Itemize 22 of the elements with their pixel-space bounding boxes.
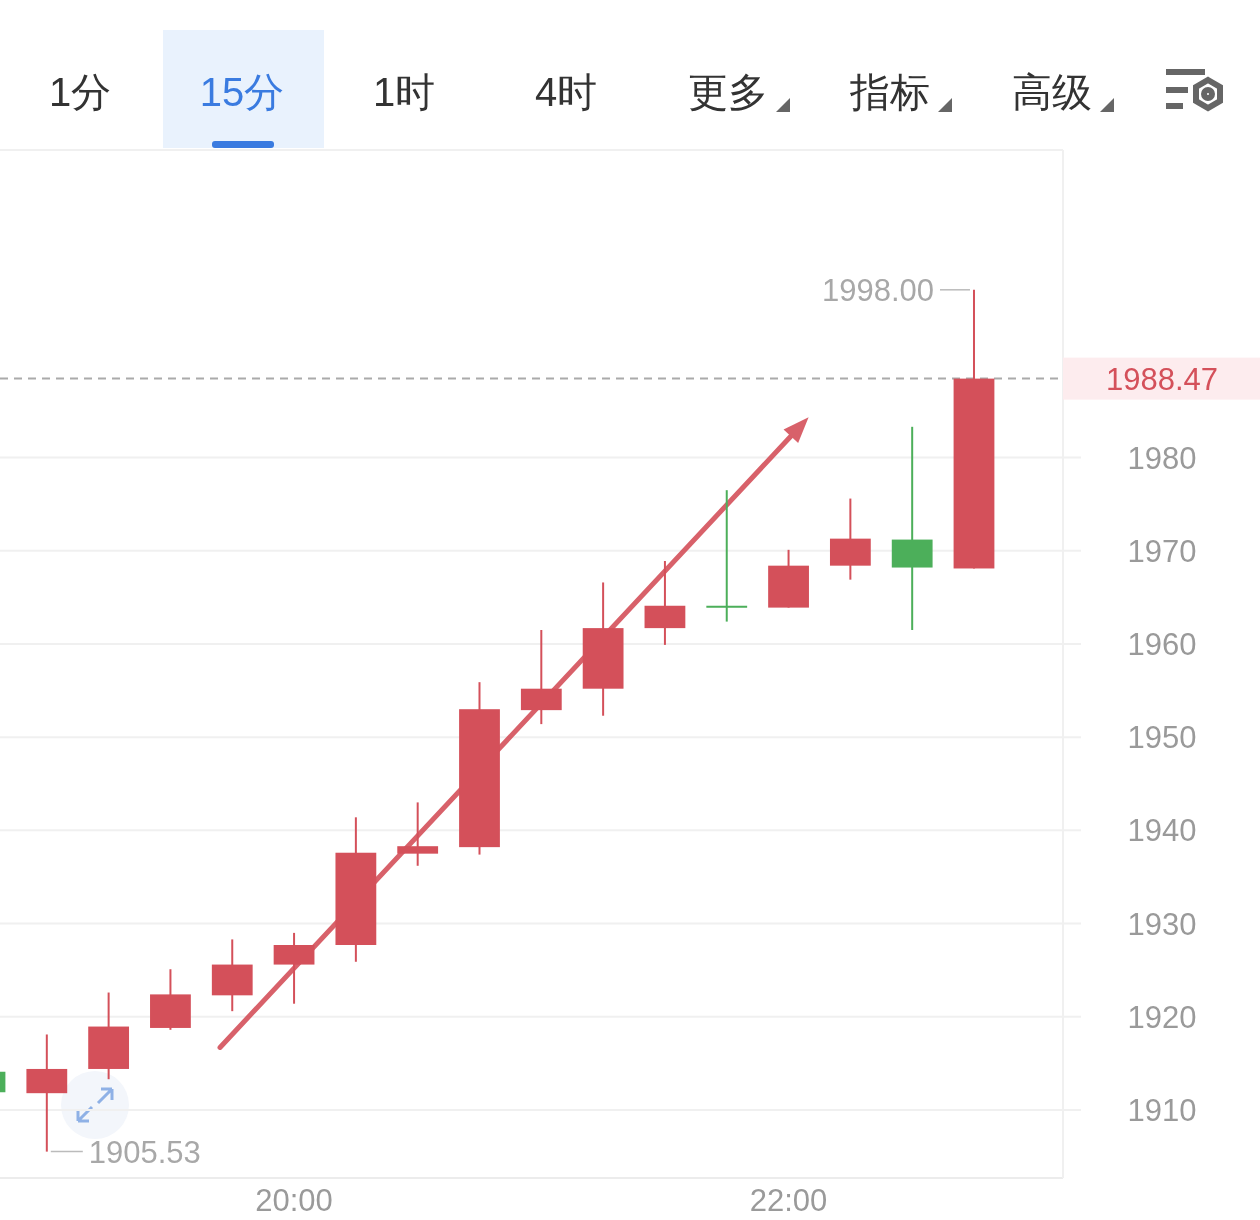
text: 15分 [199,70,285,114]
y-tick-label: 1930 [1127,906,1197,942]
y-tick-label: 1950 [1127,720,1197,756]
x-tick-label: 20:00 [255,1183,333,1218]
text: 1分 [48,70,112,114]
y-tick-label: 1910 [1127,1092,1197,1128]
y-tick-label: 1940 [1127,813,1197,849]
y-tick-label: 1980 [1127,440,1197,476]
y-tick-label: 1970 [1127,533,1197,569]
text: 4时 [534,70,598,114]
text: 高级 [1012,70,1092,114]
text: 1时 [372,70,436,114]
y-tick-label: 1960 [1127,626,1197,662]
text: 指标 [849,70,930,114]
candlestick [706,489,748,623]
annotation: 1905.53 [88,1134,201,1170]
annotation: 1998.00 [821,272,934,308]
ref-line-label: 1988.47 [1105,361,1219,397]
y-tick-label: 1920 [1127,999,1197,1035]
x-tick-label: 22:00 [749,1183,828,1218]
candlestick [397,801,439,867]
text: 更多 [688,70,768,114]
